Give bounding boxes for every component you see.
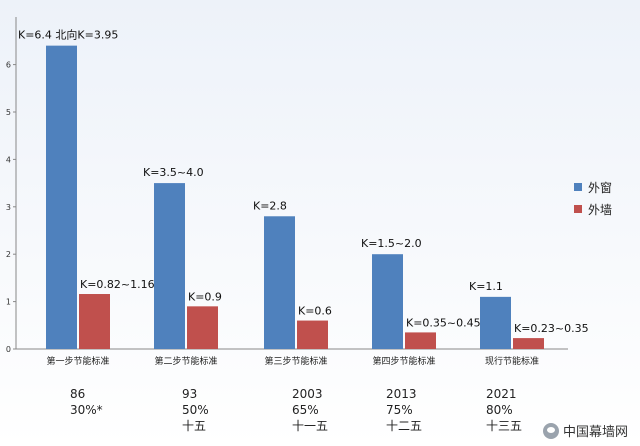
- y-tick-label: 0: [6, 345, 11, 354]
- note-percent: 75%: [386, 403, 413, 417]
- data-label-walls: K=0.9: [188, 290, 222, 303]
- x-tick-label: 第一步节能标准: [46, 355, 109, 367]
- bar-walls: [405, 332, 436, 349]
- note-year: 2003: [292, 387, 323, 401]
- watermark-text: 中国幕墙网: [562, 425, 628, 440]
- bar-windows: [372, 254, 403, 349]
- note-percent: 50%: [182, 403, 209, 417]
- data-label-walls: K=0.6: [298, 305, 332, 318]
- y-tick-label: 5: [6, 108, 11, 117]
- note-year: 93: [182, 387, 198, 401]
- note-group-5: 2021 80% 十三五: [486, 386, 522, 434]
- note-plan: 十二五: [386, 419, 423, 433]
- legend-label-windows: 外窗: [588, 180, 613, 195]
- legend-item-walls: 外墙: [574, 198, 612, 220]
- note-year: 2013: [386, 387, 417, 401]
- note-group-1: 86 30%*: [70, 386, 103, 418]
- data-label-windows: K=1.5~2.0: [361, 237, 422, 250]
- note-group-3: 2003 65% 十一五: [292, 386, 328, 434]
- bar-windows: [46, 45, 77, 349]
- note-plan: 十五: [182, 419, 207, 433]
- bar-walls: [297, 320, 328, 349]
- y-tick-label: 1: [6, 298, 11, 307]
- x-tick-label: 第四步节能标准: [372, 355, 435, 367]
- y-tick-label: 6: [6, 61, 11, 70]
- note-percent: 65%: [292, 403, 319, 417]
- note-group-4: 2013 75% 十二五: [386, 386, 422, 434]
- note-year: 2021: [486, 387, 517, 401]
- data-label-walls: K=0.35~0.45: [406, 316, 481, 329]
- y-tick-label: 4: [6, 155, 11, 164]
- bar-walls: [513, 338, 544, 349]
- x-tick-label: 第三步节能标准: [264, 355, 327, 367]
- note-group-2: 93 50% 十五: [182, 386, 209, 434]
- data-label-windows: K=6.4 北向K=3.95: [18, 28, 118, 42]
- data-label-walls: K=0.82~1.16: [80, 278, 155, 291]
- data-label-walls: K=0.23~0.35: [514, 322, 589, 335]
- legend-item-windows: 外窗: [574, 176, 612, 198]
- note-plan: 十三五: [486, 419, 523, 433]
- bar-windows: [480, 296, 511, 349]
- bar-windows: [154, 183, 185, 349]
- bar-walls: [187, 306, 218, 349]
- legend-swatch-windows: [574, 183, 582, 191]
- data-label-windows: K=3.5~4.0: [143, 166, 204, 179]
- note-percent: 80%: [486, 403, 513, 417]
- wechat-icon: [542, 422, 559, 439]
- bar-windows: [264, 216, 295, 349]
- legend: 外窗 外墙: [574, 176, 612, 220]
- y-tick-label: 2: [6, 250, 11, 259]
- bar-walls: [79, 294, 110, 349]
- note-percent: 30%*: [70, 403, 103, 417]
- x-tick-label: 现行节能标准: [485, 355, 539, 367]
- note-plan: 十一五: [292, 419, 329, 433]
- x-tick-label: 第二步节能标准: [154, 355, 217, 367]
- watermark: 中国幕墙网: [542, 421, 628, 440]
- legend-label-walls: 外墙: [588, 202, 613, 217]
- data-label-windows: K=2.8: [253, 199, 287, 212]
- data-label-windows: K=1.1: [469, 280, 503, 293]
- legend-swatch-walls: [574, 205, 582, 213]
- y-tick-label: 3: [6, 203, 11, 212]
- note-year: 86: [70, 387, 86, 401]
